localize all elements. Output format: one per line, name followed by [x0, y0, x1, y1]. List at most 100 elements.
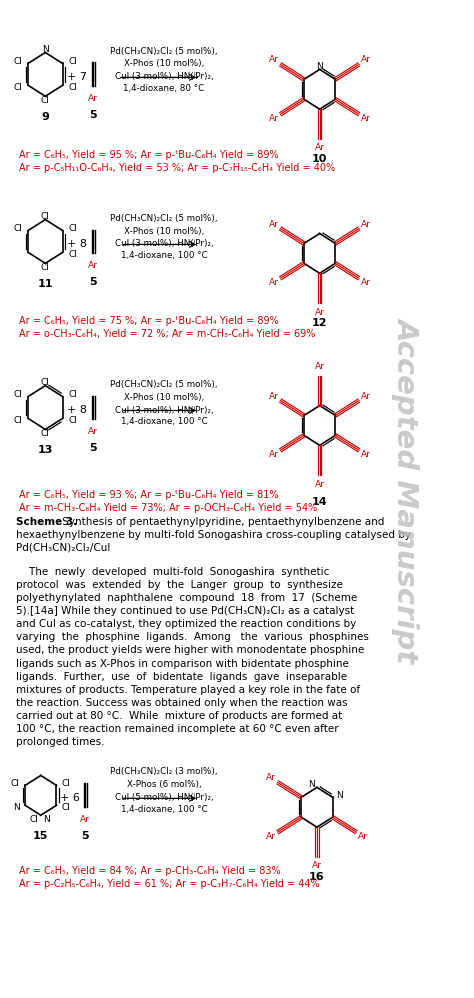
- Text: Ar = m-CH₃-C₆H₄ Yield = 73%; Ar = p-OCH₃-C₆H₄ Yield = 54%: Ar = m-CH₃-C₆H₄ Yield = 73%; Ar = p-OCH₃…: [19, 503, 317, 513]
- Text: + 8: + 8: [67, 405, 87, 415]
- Text: Pd(CH₃CN)₂Cl₂ (5 mol%),: Pd(CH₃CN)₂Cl₂ (5 mol%),: [110, 214, 218, 223]
- Text: carried out at 80 °C.  While  mixture of products are formed at: carried out at 80 °C. While mixture of p…: [17, 711, 343, 721]
- Text: Cl: Cl: [68, 416, 77, 425]
- Text: X-Phos (10 mol%),: X-Phos (10 mol%),: [124, 227, 204, 236]
- Text: Ar: Ar: [266, 773, 276, 782]
- Text: N: N: [44, 815, 50, 824]
- Text: 1,4-dioxane, 100 °C: 1,4-dioxane, 100 °C: [120, 251, 207, 260]
- Text: Cl: Cl: [41, 212, 50, 221]
- Text: 14: 14: [312, 497, 328, 507]
- Text: X-Phos (10 mol%),: X-Phos (10 mol%),: [124, 60, 204, 69]
- Text: 1,4-dioxane, 100 °C: 1,4-dioxane, 100 °C: [120, 805, 207, 814]
- Text: N: N: [316, 63, 323, 72]
- Text: N: N: [42, 45, 49, 54]
- Text: Ar: Ar: [268, 391, 278, 400]
- Text: 5: 5: [90, 277, 97, 287]
- Text: N: N: [336, 790, 343, 799]
- Text: the reaction. Success was obtained only when the reaction was: the reaction. Success was obtained only …: [17, 698, 348, 708]
- Text: 5: 5: [90, 443, 97, 453]
- Text: The  newly  developed  multi-fold  Sonogashira  synthetic: The newly developed multi-fold Sonogashi…: [17, 567, 330, 577]
- Text: 5: 5: [82, 831, 89, 841]
- Text: Ar: Ar: [361, 450, 371, 459]
- Text: Cl: Cl: [29, 815, 38, 824]
- Text: N: N: [13, 802, 20, 811]
- Text: + 8: + 8: [67, 240, 87, 250]
- Text: 11: 11: [37, 279, 53, 289]
- Text: CuI (5 mol%), HN(ⁱPr)₂,: CuI (5 mol%), HN(ⁱPr)₂,: [115, 793, 213, 802]
- Text: and CuI as co-catalyst, they optimized the reaction conditions by: and CuI as co-catalyst, they optimized t…: [17, 619, 356, 629]
- Text: Pd(CH₃CN)₂Cl₂ (5 mol%),: Pd(CH₃CN)₂Cl₂ (5 mol%),: [110, 47, 218, 56]
- Text: Cl: Cl: [14, 57, 23, 66]
- Text: Ar: Ar: [312, 861, 322, 870]
- Text: Ar: Ar: [88, 261, 98, 270]
- Text: Cl: Cl: [14, 83, 23, 92]
- Text: Cl: Cl: [68, 83, 77, 92]
- Text: 5: 5: [90, 110, 97, 120]
- Text: Ar = C₆H₅, Yield = 93 %; Ar = p-ᵗBu-C₆H₄ Yield = 81%: Ar = C₆H₅, Yield = 93 %; Ar = p-ᵗBu-C₆H₄…: [19, 490, 279, 500]
- Text: Ar: Ar: [361, 114, 371, 123]
- Text: Cl: Cl: [11, 778, 20, 787]
- Text: 1,4-dioxane, 80 °C: 1,4-dioxane, 80 °C: [123, 84, 205, 94]
- Text: 5).[14a] While they continued to use Pd(CH₃CN)₂Cl₂ as a catalyst: 5).[14a] While they continued to use Pd(…: [17, 606, 355, 616]
- Text: used, the product yields were higher with monodentate phosphine: used, the product yields were higher wit…: [17, 646, 365, 656]
- Text: Ar: Ar: [358, 832, 368, 841]
- Text: + 7: + 7: [67, 73, 87, 83]
- Text: Ar: Ar: [361, 278, 371, 287]
- Text: ligands.  Further,  use  of  bidentate  ligands  gave  inseparable: ligands. Further, use of bidentate ligan…: [17, 672, 347, 682]
- Text: Synthesis of pentaethynylpyridine, pentaethynylbenzene and: Synthesis of pentaethynylpyridine, penta…: [59, 517, 384, 527]
- Text: varying  the  phosphine  ligands.  Among   the  various  phosphines: varying the phosphine ligands. Among the…: [17, 633, 369, 643]
- Text: Ar: Ar: [361, 220, 371, 229]
- Text: + 6: + 6: [60, 793, 80, 803]
- Text: Ar: Ar: [88, 427, 98, 436]
- Text: 10: 10: [312, 154, 328, 164]
- Text: 1,4-dioxane, 100 °C: 1,4-dioxane, 100 °C: [120, 417, 207, 426]
- Text: Cl: Cl: [68, 390, 77, 399]
- Text: Ar: Ar: [268, 450, 278, 459]
- Text: Cl: Cl: [41, 377, 50, 386]
- Text: Cl: Cl: [68, 57, 77, 66]
- Text: Cl: Cl: [14, 390, 23, 399]
- Text: X-Phos (10 mol%),: X-Phos (10 mol%),: [124, 392, 204, 401]
- Text: Cl: Cl: [41, 429, 50, 438]
- Text: Cl: Cl: [41, 96, 50, 105]
- Text: 9: 9: [41, 112, 49, 122]
- Text: Ar: Ar: [361, 391, 371, 400]
- Text: Ar = o-CH₃-C₆H₄, Yield = 72 %; Ar = m-CH₃-C₆H₄ Yield = 69%: Ar = o-CH₃-C₆H₄, Yield = 72 %; Ar = m-CH…: [19, 329, 316, 339]
- Text: CuI (3 mol%), HN(ⁱPr)₂,: CuI (3 mol%), HN(ⁱPr)₂,: [115, 240, 213, 249]
- Text: prolonged times.: prolonged times.: [17, 738, 105, 748]
- Text: N: N: [309, 780, 315, 789]
- Text: Ar: Ar: [268, 278, 278, 287]
- Text: Ar: Ar: [266, 832, 276, 841]
- Text: 16: 16: [309, 872, 325, 882]
- Text: CuI (3 mol%), HN(ⁱPr)₂,: CuI (3 mol%), HN(ⁱPr)₂,: [115, 405, 213, 414]
- Text: Ar: Ar: [88, 94, 98, 103]
- Text: Ar = p-C₅H₁₁O-C₆H₄, Yield = 53 %; Ar = p-C₇H₁₅-C₆H₄ Yield = 40%: Ar = p-C₅H₁₁O-C₆H₄, Yield = 53 %; Ar = p…: [19, 163, 335, 173]
- Text: 15: 15: [33, 831, 48, 841]
- Text: Pd(CH₃CN)₂Cl₂ (5 mol%),: Pd(CH₃CN)₂Cl₂ (5 mol%),: [110, 379, 218, 388]
- Text: Ar = p-C₂H₅-C₆H₄, Yield = 61 %; Ar = p-C₃H₇-C₆H₄ Yield = 44%: Ar = p-C₂H₅-C₆H₄, Yield = 61 %; Ar = p-C…: [19, 879, 319, 889]
- Text: protocol  was  extended  by  the  Langer  group  to  synthesize: protocol was extended by the Langer grou…: [17, 580, 343, 590]
- Text: 100 °C, the reaction remained incomplete at 60 °C even after: 100 °C, the reaction remained incomplete…: [17, 725, 339, 735]
- Text: CuI (3 mol%), HN(ⁱPr)₂,: CuI (3 mol%), HN(ⁱPr)₂,: [115, 73, 213, 82]
- Text: hexaethynylbenzene by multi-fold Sonogashira cross-coupling catalysed by: hexaethynylbenzene by multi-fold Sonogas…: [17, 530, 411, 540]
- Text: Ar = C₆H₅, Yield = 84 %; Ar = p-CH₃-C₆H₄ Yield = 83%: Ar = C₆H₅, Yield = 84 %; Ar = p-CH₃-C₆H₄…: [19, 866, 281, 876]
- Text: Pd(CH₃CN)₂Cl₂ (3 mol%),: Pd(CH₃CN)₂Cl₂ (3 mol%),: [110, 767, 218, 776]
- Text: Ar: Ar: [315, 144, 325, 153]
- Text: 13: 13: [37, 445, 53, 455]
- Text: mixtures of products. Temperature played a key role in the fate of: mixtures of products. Temperature played…: [17, 685, 361, 695]
- Text: Ar = C₆H₅, Yield = 95 %; Ar = p-ᵗBu-C₆H₄ Yield = 89%: Ar = C₆H₅, Yield = 95 %; Ar = p-ᵗBu-C₆H₄…: [19, 150, 279, 160]
- Text: Cl: Cl: [68, 224, 77, 233]
- Text: Ar: Ar: [80, 815, 90, 824]
- Text: Scheme 3.: Scheme 3.: [17, 517, 77, 527]
- Text: Cl: Cl: [14, 416, 23, 425]
- Text: Cl: Cl: [41, 263, 50, 272]
- Text: Ar: Ar: [315, 480, 325, 489]
- Text: Cl: Cl: [62, 778, 71, 787]
- Text: Ar = C₆H₅, Yield = 75 %; Ar = p-ᵗBu-C₆H₄ Yield = 89%: Ar = C₆H₅, Yield = 75 %; Ar = p-ᵗBu-C₆H₄…: [19, 316, 279, 326]
- Text: Ar: Ar: [268, 56, 278, 65]
- Text: Ar: Ar: [315, 362, 325, 371]
- Text: Ar: Ar: [268, 114, 278, 123]
- Text: Pd(CH₃CN)₂Cl₂/CuI: Pd(CH₃CN)₂Cl₂/CuI: [17, 543, 111, 553]
- Text: Ar: Ar: [268, 220, 278, 229]
- Text: Cl: Cl: [62, 802, 71, 811]
